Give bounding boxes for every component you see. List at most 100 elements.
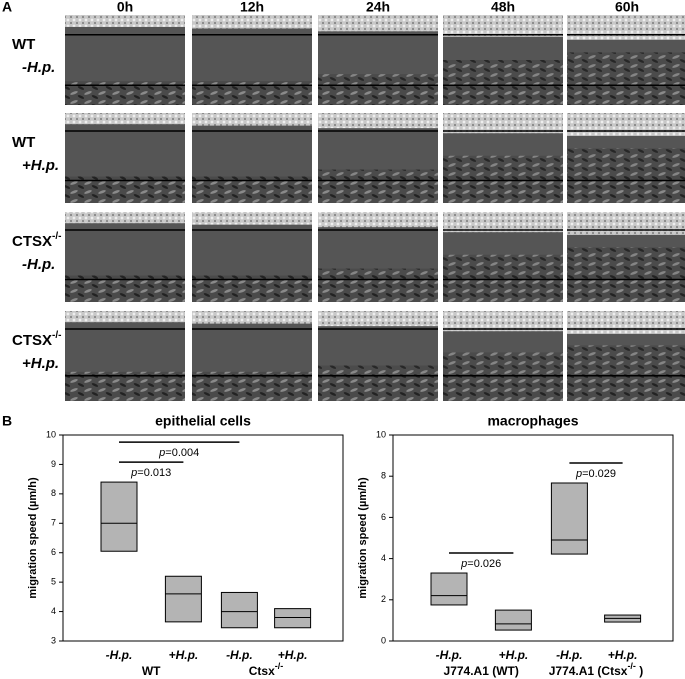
group-name: J774.A1 (WT) [444,664,519,678]
cells [318,371,438,401]
group-label: WT [142,664,161,678]
y-tick-label: 4 [381,553,386,563]
y-tick-label: 6 [381,512,386,522]
row-label: WT [12,134,35,151]
column-header: 24h [366,0,390,15]
y-tick-label: 0 [381,635,386,645]
x-tick-label: -H.p. [226,648,253,662]
monolayer [443,212,563,233]
p-symbol: p [460,558,467,570]
p-value: p=0.013 [130,467,171,479]
group-sup: -/- [627,661,636,671]
cells [443,81,563,105]
y-tick-label: 4 [51,606,56,616]
row-condition: +H.p. [22,355,59,372]
box [550,482,588,555]
y-tick-label: 8 [51,488,56,498]
p-rest: =0.004 [165,447,199,459]
y-tick-label: 7 [51,518,56,528]
group-name: J774.A1 (Ctsx [549,664,628,678]
y-tick-label: 2 [381,594,386,604]
group-tail: ) [636,664,643,678]
row-name: WT [12,36,35,53]
y-axis-label: migration speed (µm/h) [357,477,369,599]
monolayer [443,15,563,37]
row-name: CTSX [12,332,52,349]
monolayer [192,212,312,225]
column-header: 48h [491,0,515,15]
plot-frame [392,434,674,642]
group-label: J774.A1 (Ctsx-/- ) [549,661,644,678]
x-tick-label: -H.p. [556,648,583,662]
row-label: WT [12,36,35,53]
y-tick-label: 5 [51,577,56,587]
cells [318,81,438,105]
box [494,609,532,631]
p-value: p=0.029 [575,468,616,480]
p-rest: =0.026 [467,558,501,570]
row-label: CTSX-/- [12,231,61,250]
row-sup: -/- [52,330,61,341]
monolayer [567,113,685,136]
x-tick-label: -H.p. [106,648,133,662]
monolayer [192,15,312,29]
cells [443,371,563,401]
row-name: WT [12,134,35,151]
chart-title: epithelial cells [155,413,251,429]
row-label: CTSX-/- [12,330,61,349]
y-tick-label: 10 [46,429,56,439]
monolayer [65,311,185,323]
x-tick-label: -H.p. [436,648,463,662]
row-condition: -H.p. [22,59,55,76]
y-tick-label: 8 [381,471,386,481]
monolayer [65,212,185,224]
y-axis-label: migration speed (µm/h) [27,477,39,599]
cells [192,81,312,105]
x-tick-label: +H.p. [278,648,308,662]
row-sup: -/- [52,231,61,242]
y-tick-label: 10 [376,429,386,439]
x-tick-label: +H.p. [169,648,199,662]
monolayer [192,113,312,126]
cells [567,81,685,105]
y-tick-label: 6 [51,547,56,557]
x-tick-label: +H.p. [499,648,529,662]
box [430,572,468,606]
monolayer [443,311,563,332]
box [100,481,138,552]
plot-frame [62,434,344,642]
monolayer [65,113,185,125]
cells [65,81,185,105]
monolayer [443,113,563,134]
monolayer [318,15,438,32]
group-sup: -/- [275,661,284,671]
box [164,575,202,623]
group-name: WT [142,664,161,678]
column-header: 60h [615,0,639,15]
row-condition: -H.p. [22,256,55,273]
monolayer [318,212,438,228]
monolayer [567,311,685,334]
column-header: 0h [117,0,133,15]
group-name: Ctsx [249,664,275,678]
row-name: CTSX [12,233,52,250]
p-rest: =0.013 [137,467,171,479]
y-tick-label: 9 [51,459,56,469]
y-tick-label: 3 [51,635,56,645]
p-symbol: p [130,467,137,479]
cells [567,371,685,401]
box [220,591,258,629]
p-symbol: p [158,447,165,459]
column-header: 12h [240,0,264,15]
p-rest: =0.029 [582,468,616,480]
x-tick-label: +H.p. [608,648,638,662]
monolayer [192,311,312,324]
cells [65,371,185,401]
monolayer [318,113,438,129]
group-label: Ctsx-/- [249,661,284,678]
p-value: p=0.026 [460,558,501,570]
row-condition: +H.p. [22,157,59,174]
monolayer [567,212,685,235]
monolayer [318,311,438,327]
